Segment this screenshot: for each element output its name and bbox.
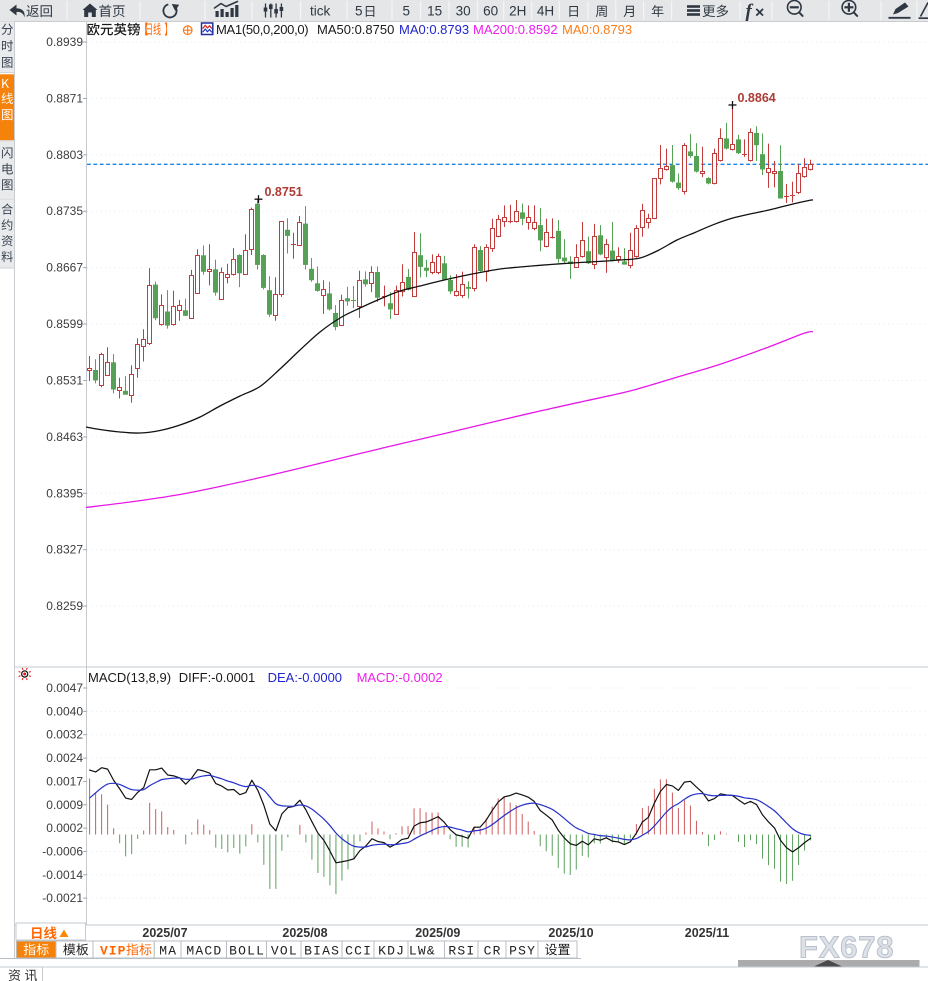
svg-text:0.8871: 0.8871 [46, 91, 83, 105]
svg-text:15: 15 [427, 4, 442, 19]
svg-text:DEA:-0.0000: DEA:-0.0000 [268, 670, 342, 685]
svg-text:VIP: VIP [100, 943, 126, 958]
svg-text:0.0047: 0.0047 [46, 681, 83, 695]
svg-text:-0.0006: -0.0006 [42, 844, 83, 858]
svg-text:0.8751: 0.8751 [265, 185, 303, 199]
svg-text:0.8463: 0.8463 [46, 430, 83, 444]
svg-text:2025/07: 2025/07 [142, 926, 187, 940]
svg-text:0.0032: 0.0032 [46, 728, 83, 742]
svg-text:0.8259: 0.8259 [46, 599, 83, 613]
svg-text:0.8735: 0.8735 [46, 204, 83, 218]
svg-text:MA: MA [159, 943, 177, 958]
svg-text:0.8531: 0.8531 [46, 373, 83, 387]
svg-text:CCI: CCI [345, 943, 372, 958]
svg-text:0.8667: 0.8667 [46, 261, 83, 275]
svg-text:0.8803: 0.8803 [46, 148, 83, 162]
svg-text:DIFF:-0.0001: DIFF:-0.0001 [179, 670, 256, 685]
svg-text:BIAS: BIAS [304, 943, 340, 958]
svg-text:0.0024: 0.0024 [46, 751, 83, 765]
svg-text:KDJ: KDJ [378, 943, 405, 958]
svg-text:2H: 2H [509, 4, 526, 19]
svg-text:30: 30 [456, 4, 471, 19]
svg-text:MA0:0.8793: MA0:0.8793 [399, 22, 469, 37]
svg-text:2025/08: 2025/08 [282, 926, 327, 940]
svg-text:5: 5 [402, 4, 410, 19]
svg-text:MACD(13,8,9): MACD(13,8,9) [88, 670, 171, 685]
svg-text:5: 5 [355, 4, 363, 19]
svg-text:MA0:0.8793: MA0:0.8793 [562, 22, 632, 37]
svg-text:MA1(50,0,200,0): MA1(50,0,200,0) [216, 22, 308, 37]
svg-text:0.8599: 0.8599 [46, 317, 83, 331]
svg-text:0.0040: 0.0040 [46, 704, 83, 718]
svg-text:BOLL: BOLL [229, 943, 265, 958]
svg-text:FX678: FX678 [799, 930, 894, 965]
svg-text:RSI: RSI [448, 943, 475, 958]
svg-text:f: f [746, 1, 754, 22]
svg-text:0.0017: 0.0017 [46, 774, 83, 788]
svg-text:0.8939: 0.8939 [46, 35, 83, 49]
svg-text:0.8327: 0.8327 [46, 543, 83, 557]
svg-text:0.8395: 0.8395 [46, 486, 83, 500]
svg-text:-0.0021: -0.0021 [42, 891, 83, 905]
svg-text:2025/09: 2025/09 [415, 926, 460, 940]
svg-text:LW&: LW& [409, 943, 436, 958]
svg-text:MACD:-0.0002: MACD:-0.0002 [357, 670, 443, 685]
svg-text:×: × [755, 5, 764, 22]
svg-text:MA200:0.8592: MA200:0.8592 [473, 22, 558, 37]
svg-text:2025/10: 2025/10 [548, 926, 593, 940]
svg-text:0.8864: 0.8864 [738, 91, 776, 105]
svg-text:MA50:0.8750: MA50:0.8750 [317, 22, 394, 37]
svg-text:2025/11: 2025/11 [685, 926, 730, 940]
svg-text:tick: tick [310, 4, 331, 19]
svg-text:MACD: MACD [186, 943, 222, 958]
svg-text:60: 60 [483, 4, 498, 19]
svg-text:VOL: VOL [271, 943, 298, 958]
svg-text:4H: 4H [537, 4, 554, 19]
svg-text:0.0002: 0.0002 [46, 821, 83, 835]
svg-text:PSY: PSY [509, 943, 536, 958]
svg-text:-0.0014: -0.0014 [42, 868, 83, 882]
svg-text:CR: CR [484, 943, 502, 958]
svg-text:FX678: FX678 [799, 930, 894, 965]
svg-text:0.0009: 0.0009 [46, 798, 83, 812]
